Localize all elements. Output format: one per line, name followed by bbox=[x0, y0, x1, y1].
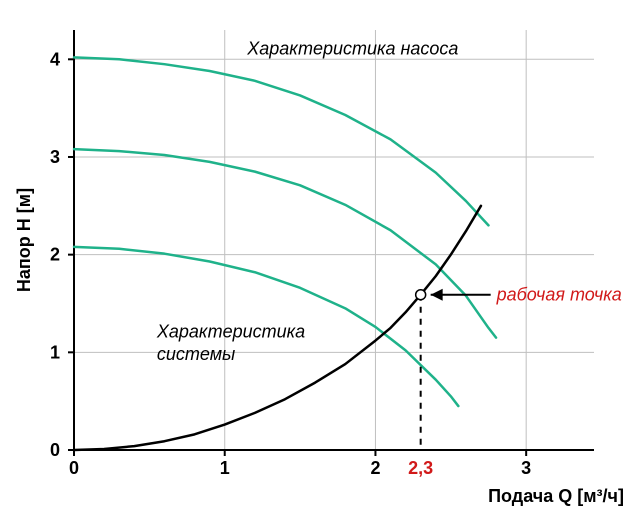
pump-system-chart: 0 1 2 3 0 1 2 3 4 2,3 Напор H [м] Подача Q [м³/ч]… bbox=[0, 0, 640, 519]
x-axis-label: Подача Q [м³/ч] bbox=[488, 486, 624, 506]
x-tick-operating: 2,3 bbox=[408, 458, 433, 478]
system-curve-label-2: системы bbox=[157, 344, 235, 364]
y-tick-label: 0 bbox=[50, 440, 60, 460]
y-tick-label: 4 bbox=[50, 49, 60, 69]
y-tick-label: 3 bbox=[50, 147, 60, 167]
arrow-icon bbox=[431, 289, 443, 301]
x-tick-label: 0 bbox=[69, 458, 79, 478]
operating-point-marker bbox=[416, 290, 426, 300]
gridlines bbox=[74, 30, 594, 450]
pump-curve-1 bbox=[74, 57, 488, 225]
y-tick-label: 2 bbox=[50, 245, 60, 265]
tick-labels: 0 1 2 3 0 1 2 3 4 2,3 bbox=[50, 49, 531, 478]
curves bbox=[74, 57, 496, 450]
chart-svg: 0 1 2 3 0 1 2 3 4 2,3 Напор H [м] Подача Q [м³/ч]… bbox=[0, 0, 640, 519]
axes bbox=[68, 30, 594, 456]
pump-curve-2 bbox=[74, 149, 496, 338]
x-tick-label: 3 bbox=[521, 458, 531, 478]
operating-point-label: рабочая точка bbox=[496, 285, 622, 305]
operating-point bbox=[416, 290, 426, 300]
y-tick-label: 1 bbox=[50, 342, 60, 362]
x-tick-label: 1 bbox=[220, 458, 230, 478]
pump-curve-label: Характеристика насоса bbox=[246, 38, 458, 58]
x-tick-label: 2 bbox=[370, 458, 380, 478]
system-curve-label-1: Характеристика bbox=[156, 322, 305, 342]
y-axis-label: Напор H [м] bbox=[14, 188, 34, 292]
